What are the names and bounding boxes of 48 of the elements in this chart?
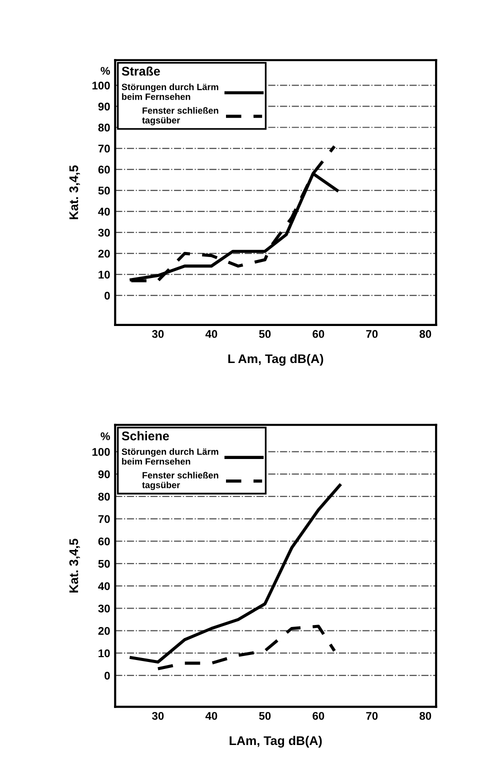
x-tick-label: 30: [152, 330, 164, 338]
y-tick-label: 20: [98, 626, 110, 635]
x-tick-label: 70: [366, 330, 378, 338]
x-tick-label: 40: [205, 330, 218, 338]
x-tick-label: 80: [420, 330, 432, 338]
y-axis-title: Kat. 3,4,5: [69, 165, 80, 220]
x-tick-label: 50: [259, 712, 271, 720]
y-tick-label: 30: [98, 604, 110, 612]
line-series: [156, 624, 336, 670]
y-tick-label: 90: [98, 470, 110, 478]
legend-label: Störungen durch Lärm beim Fernsehen: [122, 448, 218, 465]
y-tick-label: 100: [92, 82, 110, 90]
x-axis-title: LAm, Tag dB(A): [230, 736, 322, 748]
y-tick-label: 0: [104, 292, 110, 300]
x-tick-label: 70: [366, 712, 378, 720]
y-tick-label: 30: [98, 228, 110, 237]
legend-label: Fenster schließen tagsüber: [142, 472, 218, 490]
legend-title: Straße: [122, 66, 160, 76]
x-axis-title: L Am, Tag dB(A): [228, 354, 324, 366]
y-tick-label: %: [100, 432, 110, 440]
x-tick-label: 40: [205, 712, 218, 720]
y-tick-label: %: [100, 66, 110, 75]
y-tick-label: 10: [98, 649, 110, 658]
y-tick-label: 70: [98, 144, 110, 153]
x-tick-label: 60: [312, 330, 324, 338]
x-tick-label: 50: [259, 330, 271, 338]
y-tick-label: 90: [98, 102, 110, 110]
x-tick-label: 80: [420, 712, 432, 720]
y-tick-label: 20: [98, 250, 110, 258]
y-tick-label: 60: [98, 537, 110, 546]
y-tick-label: 50: [98, 186, 110, 195]
legend-label: Fenster schließen tagsüber: [142, 107, 218, 126]
line-series: [130, 484, 342, 664]
y-tick-label: 100: [92, 448, 110, 456]
y-tick-label: 80: [98, 492, 110, 501]
y-tick-label: 70: [98, 515, 110, 523]
y-tick-label: 40: [98, 582, 110, 590]
y-tick-label: 50: [98, 560, 110, 568]
y-tick-label: 60: [98, 166, 110, 174]
y-tick-label: 0: [104, 672, 110, 680]
y-tick-label: 80: [98, 124, 110, 132]
y-tick-label: 10: [98, 270, 110, 279]
legend-title: Schiene: [122, 431, 169, 440]
legend-label: Störungen durch Lärm beim Fernsehen: [122, 84, 218, 100]
y-tick-label: 40: [98, 208, 110, 216]
x-tick-label: 30: [152, 712, 164, 720]
y-axis-title: Kat. 3,4,5: [69, 538, 80, 592]
x-tick-label: 60: [312, 712, 324, 720]
